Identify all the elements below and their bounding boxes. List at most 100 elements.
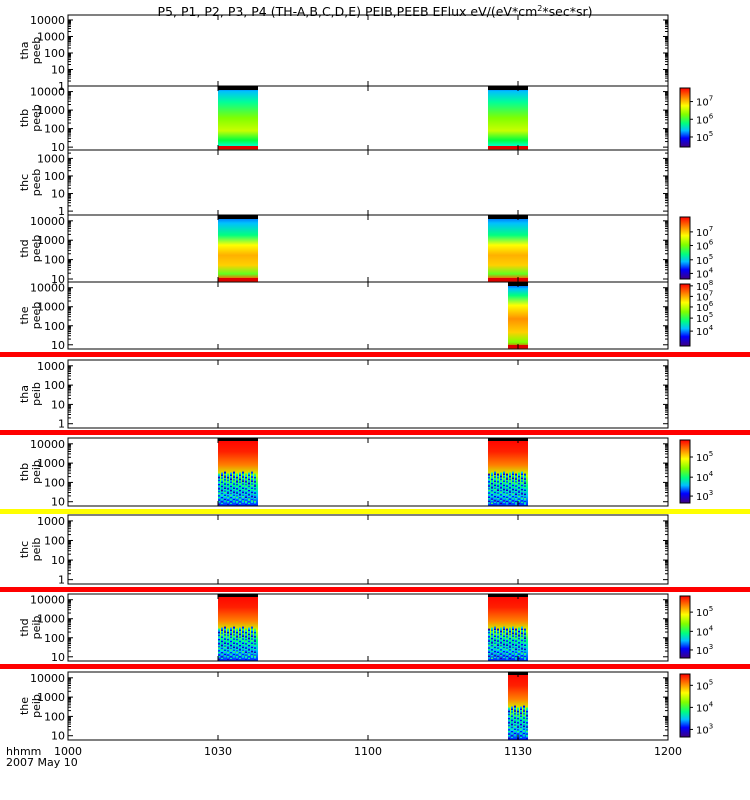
spectrogram-pixel	[251, 637, 253, 640]
spectrogram-pixel	[245, 477, 247, 480]
spectrogram-pixel	[514, 728, 516, 730]
spectrogram-pixel	[221, 500, 223, 503]
spectrogram-pixel	[224, 635, 226, 637]
spectrogram-pixel	[512, 474, 514, 477]
x-tick-label: 1030	[204, 745, 232, 758]
colorbar	[679, 673, 691, 738]
spectrogram-pixel	[221, 633, 223, 636]
spectrogram-pixel	[515, 635, 517, 638]
spectrogram-pixel	[224, 487, 226, 489]
spectrogram-pixel	[224, 642, 226, 644]
spectrogram-pixel	[500, 644, 502, 647]
spectrogram-pixel	[251, 651, 253, 654]
spectrogram-pixel	[242, 630, 244, 633]
spectrogram-pixel	[517, 713, 519, 716]
spectrogram-pixel	[236, 486, 238, 489]
spectrogram-pixel	[514, 715, 516, 718]
spectrogram-pixel	[236, 503, 238, 505]
colorbar-tick-exponent: 6	[709, 239, 714, 247]
spectrogram-pixel	[508, 707, 510, 710]
spectrogram-pixel	[508, 732, 510, 735]
spectrogram-pixel	[245, 479, 247, 482]
spectrogram-pixel	[500, 476, 502, 479]
y-tick-label: 10	[51, 63, 65, 76]
colorbar-tick-base: 10	[696, 703, 709, 714]
spectrogram-pixel	[239, 499, 241, 502]
spectrogram-pixel	[520, 724, 522, 727]
quality-bar	[0, 587, 750, 592]
spectrogram-pixel	[509, 645, 511, 648]
spectrogram-pixel	[242, 481, 244, 484]
spectrogram-pixel	[230, 500, 232, 503]
spectrogram-pixel	[521, 644, 523, 647]
spectrogram-pixel	[236, 630, 238, 632]
spectrogram-pixel	[523, 707, 525, 709]
spectrogram-pixel	[254, 482, 256, 484]
spectrogram-pixel	[491, 641, 493, 644]
spectrogram-top-edge	[218, 438, 258, 441]
spectrogram-pixel	[218, 631, 220, 634]
spectrogram-pixel	[521, 626, 523, 629]
spectrogram-pixel	[221, 482, 223, 485]
y-tick-label: 1	[58, 205, 65, 218]
spectrogram-pixel	[494, 491, 496, 494]
spectrogram-pixel	[509, 486, 511, 489]
spectrogram-pixel	[245, 496, 247, 498]
spectrogram-pixel	[251, 640, 253, 643]
spectrogram-pixel	[245, 482, 247, 484]
spectrogram-pixel	[227, 500, 229, 503]
spectrogram-pixel	[524, 476, 526, 479]
spectrogram-pixel	[245, 630, 247, 632]
colorbar-tick-base: 10	[696, 292, 709, 303]
spectrogram-pixel	[506, 493, 508, 496]
spectrogram-pixel	[521, 635, 523, 637]
spectrogram-pixel	[506, 494, 508, 497]
spectrogram-pixel	[521, 481, 523, 484]
spectrogram-pixel	[233, 487, 235, 489]
spectrogram-pixel	[242, 635, 244, 637]
spectrogram-pixel	[520, 712, 522, 715]
spectrogram-pixel	[224, 491, 226, 494]
spectrogram-pixel	[254, 480, 256, 483]
spectrogram-pixel	[506, 477, 508, 480]
spectrogram-low-band	[488, 146, 528, 149]
spectrogram-pixel	[218, 493, 220, 496]
spectrogram-pixel	[515, 491, 517, 494]
spectrogram-pixel	[254, 500, 256, 503]
spectrogram-pixel	[230, 645, 232, 648]
spectrogram-pixel	[511, 726, 513, 729]
spectrogram-pixel	[224, 639, 226, 642]
spectrogram-pixel	[233, 650, 235, 653]
colorbar-tick-label: 106	[696, 239, 714, 253]
x-tick-label: 1200	[654, 745, 682, 758]
spectrogram-pixel	[506, 649, 508, 652]
spectrogram-pixel	[494, 626, 496, 629]
spectrogram-pixel	[224, 496, 226, 499]
spectrogram-pixel	[242, 626, 244, 629]
spectrogram-pixel	[491, 650, 493, 652]
spectrogram-pixel	[227, 487, 229, 490]
spectrogram-pixel	[491, 495, 493, 497]
spectrogram-pixel	[508, 725, 510, 728]
spectrogram-pixel	[242, 494, 244, 496]
spectrogram-pixel	[515, 479, 517, 482]
spectrogram-pixel	[506, 630, 508, 632]
colorbar-tick-label: 103	[696, 489, 713, 503]
spectrogram-pixel	[233, 473, 235, 475]
spectrogram-pixel	[248, 645, 250, 648]
spectrogram-pixel	[497, 486, 499, 489]
spectrogram-pixel	[521, 485, 523, 488]
spectrogram-pixel	[242, 646, 244, 649]
spectrogram-pixel	[488, 476, 490, 479]
spectrogram-pixel	[515, 473, 517, 476]
spectrogram-pixel	[245, 631, 247, 634]
spectrogram-pixel	[236, 494, 238, 497]
spectrogram-pixel	[518, 488, 520, 490]
spectrogram-pixel	[514, 725, 516, 728]
spectrogram-pixel	[520, 729, 522, 731]
spectrogram-pixel	[506, 642, 508, 645]
y-tick-label: 1000	[37, 30, 65, 43]
spectrogram-pixel	[230, 489, 232, 492]
